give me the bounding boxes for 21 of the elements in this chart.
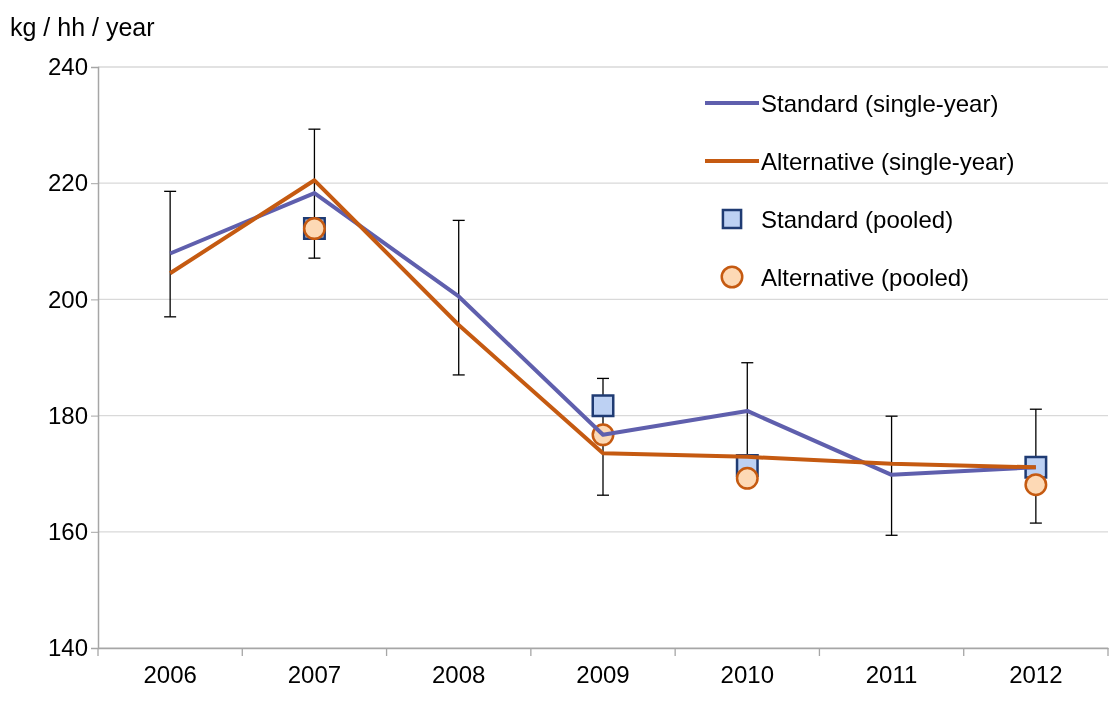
x-tick-label: 2010 bbox=[720, 661, 774, 689]
point bbox=[1024, 473, 1048, 497]
x-tick-label: 2007 bbox=[287, 661, 342, 689]
y-tick-label: 240 bbox=[47, 53, 88, 81]
y-axis-title: kg / hh / year bbox=[10, 13, 155, 41]
x-tick-label: 2008 bbox=[432, 661, 486, 689]
x-tick-label: 2009 bbox=[576, 661, 630, 689]
y-tick-label: 180 bbox=[47, 401, 88, 429]
y-tick-label: 160 bbox=[47, 517, 88, 545]
y-tick-label: 140 bbox=[47, 634, 88, 662]
x-tick-label: 2012 bbox=[1009, 661, 1063, 689]
x-tick-label: 2006 bbox=[143, 661, 197, 689]
legend-label: Standard (pooled) bbox=[761, 206, 954, 233]
y-tick-label: 200 bbox=[47, 285, 88, 313]
legend-label: Standard (single-year) bbox=[761, 90, 999, 117]
y-tick-label: 220 bbox=[47, 169, 88, 197]
point bbox=[591, 394, 615, 418]
legend-label: Alternative (single-year) bbox=[761, 148, 1015, 175]
x-tick-label: 2011 bbox=[865, 661, 918, 689]
legend-label: Alternative (pooled) bbox=[761, 264, 970, 291]
point bbox=[735, 466, 759, 490]
